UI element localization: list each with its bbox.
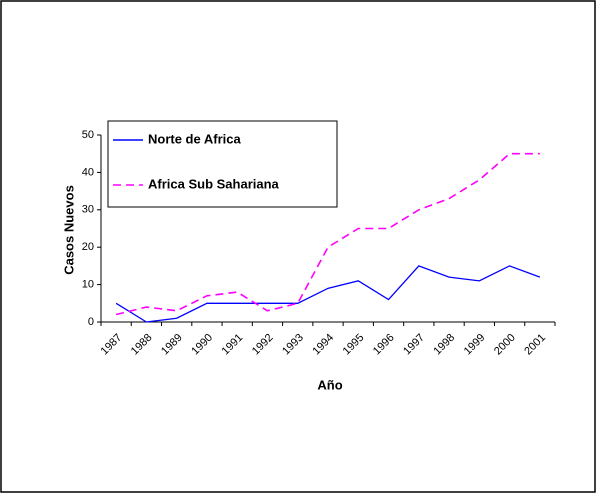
y-tick-label: 0 [88, 316, 94, 328]
y-tick-label: 50 [82, 129, 94, 141]
x-axis-label: Año [317, 377, 342, 392]
legend-box [107, 120, 338, 208]
y-axis-label: Casos Nuevos [61, 185, 76, 275]
y-tick-label: 30 [82, 204, 94, 216]
legend-label: Africa Sub Sahariana [148, 176, 280, 191]
y-tick-label: 20 [82, 241, 94, 253]
y-tick-label: 10 [82, 279, 94, 291]
data-line [115, 265, 541, 323]
y-tick-label: 40 [82, 166, 94, 178]
legend-label: Norte de Africa [148, 131, 241, 146]
data-line [115, 152, 540, 316]
